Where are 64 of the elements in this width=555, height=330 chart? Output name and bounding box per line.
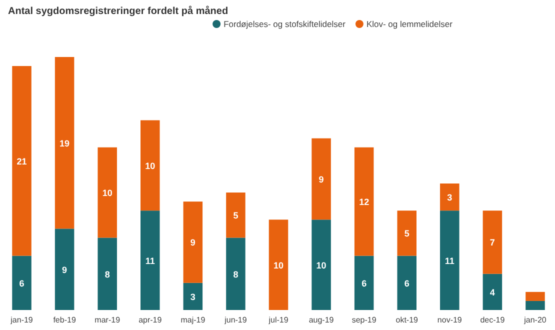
data-label: 11 — [145, 256, 155, 266]
bar — [183, 282, 203, 310]
data-label: 10 — [316, 260, 326, 270]
x-tick-label: nov-19 — [437, 316, 462, 325]
data-label: 5 — [233, 210, 238, 221]
data-label: 3 — [447, 192, 452, 203]
data-label: 12 — [359, 197, 370, 208]
data-label: 10 — [273, 260, 284, 270]
x-tick-label: sep-19 — [352, 316, 377, 325]
bar — [54, 228, 74, 310]
bar — [482, 210, 502, 274]
x-tick-label: jul-19 — [268, 316, 289, 325]
data-label: 21 — [16, 156, 27, 166]
bar — [226, 192, 246, 238]
bar — [98, 147, 117, 238]
data-label: 5 — [404, 228, 410, 239]
x-tick-label: jan-19 — [10, 316, 34, 325]
bar — [397, 210, 416, 256]
bar — [397, 256, 416, 310]
data-label: 4 — [490, 287, 495, 298]
legend-label: Klov- og lemmelidelser — [366, 19, 453, 29]
x-tick-label: mar-19 — [94, 316, 121, 325]
data-label: 9 — [318, 174, 324, 184]
bar — [98, 238, 117, 310]
data-label: 9 — [62, 264, 68, 275]
data-label: 10 — [145, 160, 156, 171]
bar — [482, 274, 502, 310]
bar — [268, 220, 288, 310]
data-label: 19 — [60, 138, 70, 148]
x-tick-label: jun-19 — [224, 316, 248, 325]
x-tick-label: feb-19 — [53, 316, 76, 325]
data-label: 6 — [19, 278, 24, 288]
x-tick-label: dec-19 — [480, 316, 506, 325]
data-label: 8 — [104, 269, 110, 280]
x-tick-label: maj-19 — [180, 316, 206, 325]
bar — [440, 210, 460, 310]
x-tick-label: apr-19 — [138, 316, 162, 325]
x-tick-label: aug-19 — [308, 316, 334, 325]
bar — [440, 184, 460, 211]
x-tick-label: jan-20 — [523, 316, 547, 325]
x-tick-label: okt-19 — [396, 316, 419, 325]
bar — [312, 220, 331, 310]
bar — [526, 292, 545, 301]
chart-title: Antal sygdomsregistreringer fordelt på måned — [8, 5, 228, 17]
bar — [12, 256, 32, 310]
data-label: 9 — [190, 238, 196, 248]
bar — [354, 147, 374, 256]
data-label: 3 — [190, 292, 196, 302]
legend-label: Fordøjelses- og stofskiftelidelser — [224, 19, 346, 29]
bar — [12, 66, 32, 256]
data-label: 11 — [444, 256, 454, 266]
data-label: 10 — [102, 188, 112, 198]
bar — [312, 138, 331, 220]
bar — [183, 202, 203, 283]
bar — [226, 238, 246, 310]
bar — [526, 300, 545, 310]
data-label: 7 — [490, 238, 495, 248]
data-label: 6 — [362, 278, 367, 288]
data-label: 8 — [233, 269, 238, 280]
data-label: 6 — [404, 278, 410, 288]
bar — [54, 57, 74, 229]
bar — [140, 120, 160, 211]
bar — [354, 256, 374, 310]
bar — [140, 210, 160, 310]
